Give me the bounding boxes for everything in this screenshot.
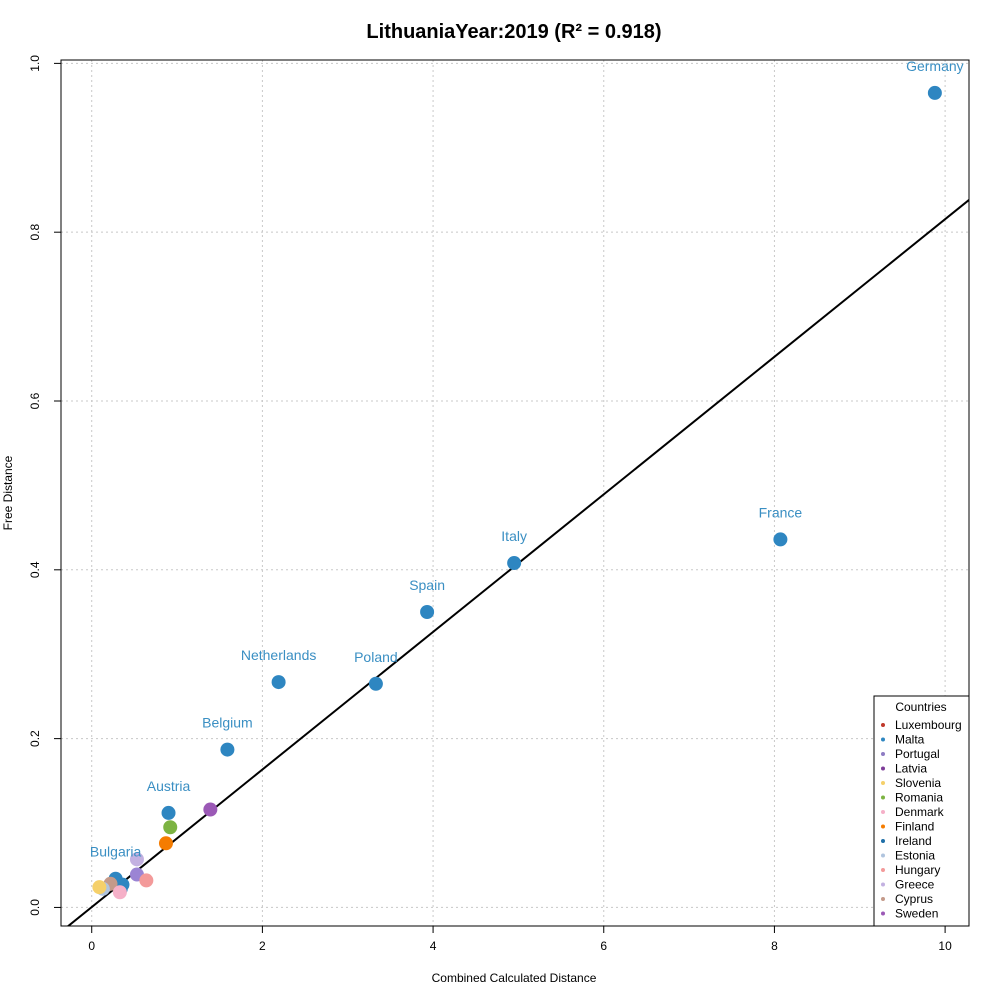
x-tick-label: 10 <box>938 939 952 953</box>
legend-entry: Estonia <box>895 849 935 863</box>
point-label: France <box>759 504 803 520</box>
data-points <box>92 85 942 900</box>
legend-marker <box>881 737 885 742</box>
legend-marker <box>881 882 885 887</box>
legend-entry: Sweden <box>895 907 938 921</box>
legend-entry: Denmark <box>895 805 945 819</box>
y-axis: 0.0 0.2 0.4 0.6 0.8 1.0 <box>28 55 61 916</box>
data-point <box>203 802 218 817</box>
legend-entry: Hungary <box>895 863 940 877</box>
legend-entry: Slovenia <box>895 776 941 790</box>
legend-entry: Malta <box>895 733 925 747</box>
legend-entry: Latvia <box>895 762 927 776</box>
legend-marker <box>881 839 885 843</box>
legend-entry: Greece <box>895 878 935 892</box>
data-point <box>368 676 383 691</box>
data-point <box>158 836 173 851</box>
y-axis-label: Free Distance <box>1 455 15 530</box>
x-axis-label: Combined Calculated Distance <box>432 971 597 985</box>
data-point <box>271 675 286 690</box>
data-point <box>420 605 435 620</box>
data-point <box>507 556 522 571</box>
x-tick-label: 4 <box>430 939 437 953</box>
legend-marker <box>881 868 885 872</box>
legend-entry: Cyprus <box>895 892 933 906</box>
legend-entry: Finland <box>895 820 934 834</box>
legend-marker <box>881 723 885 727</box>
data-point <box>163 820 178 835</box>
x-tick-label: 2 <box>259 939 266 953</box>
point-label: Italy <box>501 528 527 544</box>
point-label: Spain <box>409 577 445 593</box>
legend-marker <box>881 897 885 901</box>
y-tick-label: 1.0 <box>28 55 42 72</box>
chart-title: LithuaniaYear:2019 (R² = 0.918) <box>366 21 661 43</box>
point-label: Poland <box>354 649 398 665</box>
legend-marker <box>881 824 885 829</box>
legend-marker <box>881 853 885 858</box>
point-label: Netherlands <box>241 647 317 663</box>
point-labels: Germany France Italy Spain Poland Netherlands… <box>90 58 964 860</box>
legend-marker <box>881 810 885 814</box>
data-point <box>129 852 144 867</box>
point-label: Austria <box>147 778 191 794</box>
y-tick-label: 0.0 <box>28 899 42 916</box>
data-point <box>92 880 107 895</box>
x-tick-label: 0 <box>88 939 95 953</box>
legend: Countries LuxembourgMaltaPortugalLatviaS… <box>873 695 970 927</box>
legend-entry: Romania <box>895 791 943 805</box>
legend-entry: Portugal <box>895 747 940 761</box>
x-tick-label: 6 <box>600 939 607 953</box>
y-tick-label: 0.4 <box>28 561 42 578</box>
data-point <box>220 742 235 757</box>
legend-marker <box>881 911 885 916</box>
data-point <box>927 85 942 100</box>
y-tick-label: 0.8 <box>28 224 42 241</box>
y-tick-label: 0.2 <box>28 730 42 747</box>
legend-entry: Ireland <box>895 834 932 848</box>
legend-title: Countries <box>895 700 946 714</box>
legend-marker <box>881 752 885 756</box>
legend-box <box>873 695 970 927</box>
data-point <box>112 885 127 900</box>
point-label: Belgium <box>202 715 253 731</box>
data-point <box>139 873 154 888</box>
grid <box>61 60 969 926</box>
data-point <box>773 532 788 547</box>
x-axis: 0 2 4 6 8 10 <box>88 926 952 953</box>
point-label: Germany <box>906 58 964 74</box>
legend-marker <box>881 795 885 800</box>
legend-marker <box>881 766 885 771</box>
point-label: Bulgaria <box>90 844 142 860</box>
legend-marker <box>881 781 885 785</box>
x-tick-label: 8 <box>771 939 778 953</box>
plot-frame <box>60 59 970 927</box>
y-tick-label: 0.6 <box>28 392 42 409</box>
data-point <box>161 805 176 820</box>
legend-entry: Luxembourg <box>895 718 962 732</box>
